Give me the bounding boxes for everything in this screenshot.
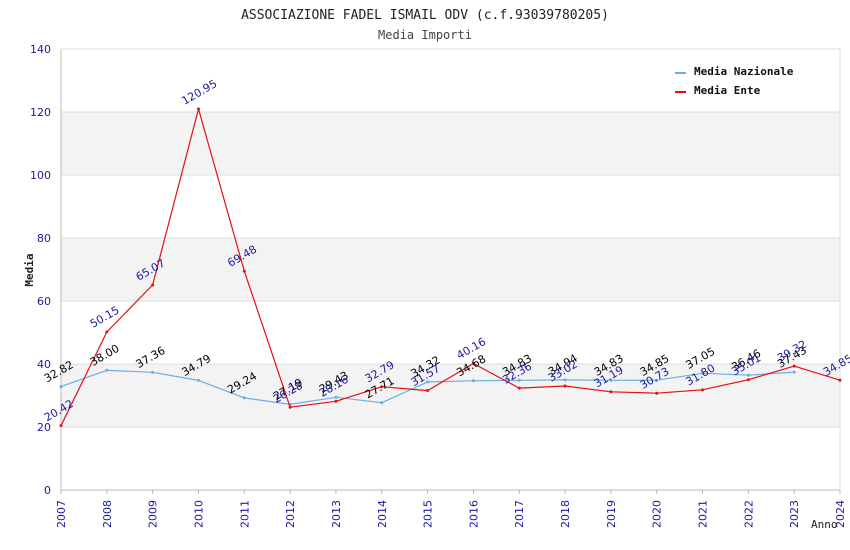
x-tick-label: 2016 xyxy=(467,500,480,528)
data-point xyxy=(380,385,384,389)
x-tick-label: 2022 xyxy=(742,500,755,528)
y-tick-label: 100 xyxy=(30,169,51,182)
data-point xyxy=(288,405,292,409)
data-point xyxy=(380,401,384,405)
x-tick-label: 2020 xyxy=(651,500,664,528)
data-point xyxy=(334,395,338,399)
x-tick-label: 2023 xyxy=(788,500,801,528)
data-point xyxy=(426,380,430,384)
y-tick-label: 40 xyxy=(37,358,51,371)
data-point xyxy=(151,370,155,374)
data-point xyxy=(746,378,750,382)
data-point xyxy=(517,378,521,382)
data-point xyxy=(196,378,200,382)
y-tick-label: 140 xyxy=(30,43,51,56)
data-point xyxy=(792,364,796,368)
y-tick-label: 80 xyxy=(37,232,51,245)
data-label: 120.95 xyxy=(179,77,219,108)
data-point xyxy=(196,107,200,111)
y-tick-labels: 0 20 40 60 80 100 120 140 xyxy=(30,43,51,497)
data-point xyxy=(59,385,63,389)
data-point xyxy=(609,378,613,382)
data-point xyxy=(838,378,842,382)
plot-band xyxy=(61,238,840,301)
data-point xyxy=(655,391,659,395)
y-tick-label: 20 xyxy=(37,421,51,434)
y-tick-label: 120 xyxy=(30,106,51,119)
x-tick-label: 2021 xyxy=(697,500,710,528)
data-point xyxy=(701,388,705,392)
axes xyxy=(60,49,841,491)
x-tick-label: 2011 xyxy=(238,500,251,528)
data-point xyxy=(105,368,109,372)
data-point xyxy=(471,361,475,365)
legend-label: Media Nazionale xyxy=(694,65,794,78)
x-tick-label: 2024 xyxy=(834,500,847,528)
x-tick-label: 2012 xyxy=(284,500,297,528)
data-point xyxy=(563,384,567,388)
grid-lines xyxy=(61,48,840,491)
series-lines xyxy=(59,107,842,428)
x-tick-label: 2013 xyxy=(330,500,343,528)
x-tick-label: 2019 xyxy=(605,500,618,528)
y-tick-label: 60 xyxy=(37,295,51,308)
plot-bands xyxy=(61,112,840,427)
legend: Media Nazionale Media Ente xyxy=(675,65,794,97)
data-point xyxy=(517,386,521,390)
data-point xyxy=(242,269,246,273)
data-point xyxy=(242,396,246,400)
chart-title: ASSOCIAZIONE FADEL ISMAIL ODV (c.f.93039… xyxy=(241,8,609,23)
y-tick-label: 0 xyxy=(44,484,51,497)
data-point xyxy=(334,399,338,403)
data-point xyxy=(151,283,155,287)
data-label: 50.15 xyxy=(88,304,122,331)
data-point xyxy=(792,370,796,374)
series-line-media-ente xyxy=(60,108,841,426)
x-tick-labels: 2007 2008 2009 2010 2011 2012 2013 2014 2015 2016… xyxy=(55,490,847,528)
x-tick-label: 2014 xyxy=(376,500,389,528)
x-tick-label: 2007 xyxy=(55,500,68,528)
data-point xyxy=(105,330,109,334)
x-tick-label: 2017 xyxy=(513,500,526,528)
data-point xyxy=(471,379,475,383)
data-point xyxy=(426,389,430,393)
x-axis-label: Anno xyxy=(811,518,838,531)
data-point xyxy=(746,373,750,377)
x-tick-label: 2015 xyxy=(422,500,435,528)
y-axis-label: Media xyxy=(23,253,36,286)
data-point xyxy=(655,378,659,382)
plot-band xyxy=(61,364,840,427)
data-point xyxy=(609,390,613,394)
data-point xyxy=(59,424,63,428)
data-point xyxy=(701,371,705,375)
x-tick-label: 2009 xyxy=(147,500,160,528)
data-point xyxy=(563,378,567,382)
x-tick-label: 2010 xyxy=(192,500,205,528)
x-tick-label: 2008 xyxy=(101,500,114,528)
plot-band xyxy=(61,112,840,175)
x-tick-label: 2018 xyxy=(559,500,572,528)
chart-subtitle: Media Importi xyxy=(378,28,472,42)
legend-label: Media Ente xyxy=(694,84,761,97)
